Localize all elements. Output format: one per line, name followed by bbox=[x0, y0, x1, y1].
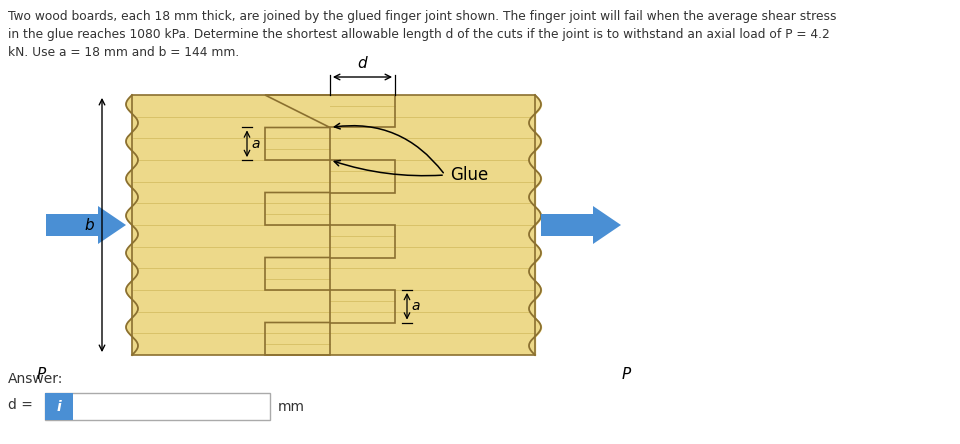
Bar bbox=[330, 290, 395, 322]
Text: a: a bbox=[411, 299, 420, 313]
Text: d: d bbox=[358, 56, 368, 71]
Text: d =: d = bbox=[8, 398, 33, 412]
Text: in the glue reaches 1080 kPa. Determine the shortest allowable length d of the c: in the glue reaches 1080 kPa. Determine … bbox=[8, 28, 829, 41]
Text: Answer:: Answer: bbox=[8, 372, 63, 386]
Bar bbox=[45, 393, 73, 420]
Text: Two wood boards, each 18 mm thick, are joined by the glued finger joint shown. T: Two wood boards, each 18 mm thick, are j… bbox=[8, 10, 836, 23]
Bar bbox=[265, 258, 330, 290]
Text: Glue: Glue bbox=[450, 166, 489, 184]
FancyArrow shape bbox=[541, 206, 621, 244]
Text: P: P bbox=[621, 367, 631, 382]
Bar bbox=[330, 95, 395, 127]
Text: b: b bbox=[84, 218, 94, 233]
Text: i: i bbox=[57, 400, 61, 413]
Bar bbox=[265, 193, 330, 225]
FancyArrow shape bbox=[46, 206, 126, 244]
Bar bbox=[265, 322, 330, 355]
Bar bbox=[330, 225, 395, 258]
Text: a: a bbox=[251, 137, 259, 151]
Bar bbox=[45, 393, 270, 420]
Bar bbox=[132, 95, 330, 355]
Text: P: P bbox=[36, 367, 46, 382]
Text: kN. Use a = 18 mm and b = 144 mm.: kN. Use a = 18 mm and b = 144 mm. bbox=[8, 46, 239, 59]
Bar bbox=[265, 127, 330, 160]
Bar bbox=[330, 160, 395, 193]
Bar bbox=[330, 95, 535, 355]
Text: mm: mm bbox=[278, 400, 305, 413]
